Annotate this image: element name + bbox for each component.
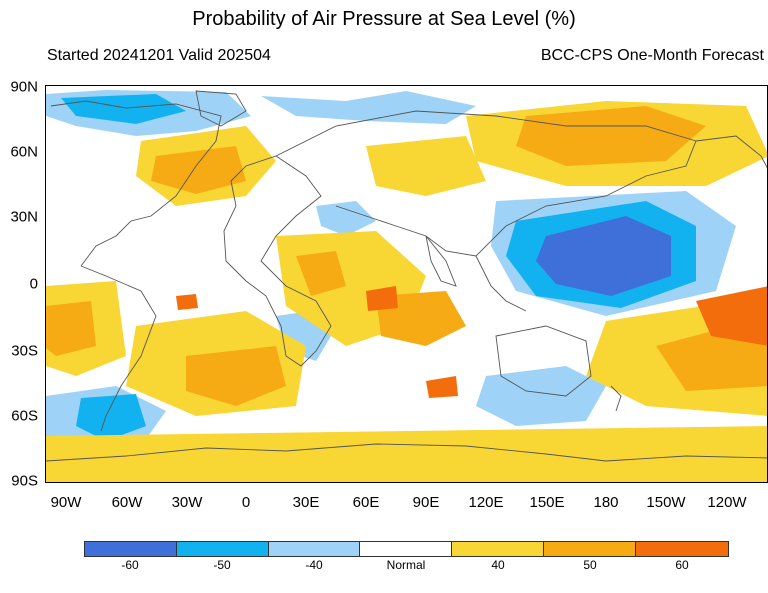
coast-europe-africa: [223, 155, 332, 367]
lon-label-120w: 120W: [707, 494, 747, 511]
lon-label-150w: 150W: [646, 494, 686, 511]
lat-label-60n: 60N: [10, 143, 38, 161]
lat-label-90n: 90N: [10, 78, 38, 96]
region-asia-orange: [366, 136, 486, 196]
lon-label-0: 0: [241, 494, 251, 511]
lat-label-90s: 90S: [11, 472, 38, 490]
lon-label-30e: 30E: [292, 494, 320, 511]
legend-swatch-50: [543, 542, 636, 556]
coast-north-america: [50, 100, 222, 267]
coast-south-america: [80, 265, 157, 432]
legend-label-neg50: -50: [213, 558, 231, 572]
legend-label-neg40: -40: [305, 558, 323, 572]
lon-label-90e: 90E: [412, 494, 440, 511]
region-south-atlantic-deep: [426, 376, 458, 398]
legend-swatch-neg60: [85, 542, 177, 556]
legend-swatch-normal: [360, 542, 453, 556]
legend-swatch-40: [452, 542, 544, 556]
pressure-probability-map: [45, 85, 768, 483]
region-southern-ocean-blue: [76, 394, 146, 441]
coast-new-zealand: [610, 385, 622, 412]
region-atlantic-deep: [176, 294, 198, 310]
coast-southeast-asia: [475, 255, 527, 312]
color-legend: [84, 541, 729, 557]
lon-label-150e: 150E: [529, 494, 565, 511]
region-east-pacific-deep: [696, 286, 767, 346]
coast-eurasia: [275, 110, 697, 257]
region-arctic-blue: [261, 91, 476, 124]
coast-india: [425, 235, 457, 287]
legend-label-40: 40: [491, 558, 505, 572]
legend-swatch-neg40: [268, 542, 361, 556]
lon-label-60w: 60W: [111, 494, 143, 511]
coastlines: [46, 90, 767, 462]
coast-alaska: [695, 135, 767, 169]
lat-label-equator: 0: [29, 275, 38, 293]
region-south-ocean-band: [46, 426, 767, 482]
region-north-pacific-mid: [516, 106, 706, 166]
region-central-asia-blue: [316, 201, 376, 236]
lat-label-60s: 60S: [11, 407, 38, 425]
legend-label-60: 60: [675, 558, 689, 572]
lon-label-30w: 30W: [171, 494, 203, 511]
map-title: Probability of Air Pressure at Sea Level…: [192, 8, 576, 30]
region-south-atlantic-mid: [186, 346, 286, 406]
lon-label-120e: 120E: [468, 494, 504, 511]
deep-orange-regions: [176, 286, 767, 398]
map-canvas: [46, 90, 767, 482]
coast-greenland: [195, 90, 247, 127]
region-pacific-deep-blue: [536, 216, 671, 296]
deep-blue-regions: [536, 216, 671, 296]
forecast-source: BCC-CPS One-Month Forecast: [540, 47, 764, 64]
forecast-dates: Started 20241201 Valid 202504: [47, 47, 271, 64]
region-north-america-mid: [151, 146, 246, 194]
region-atlantic-mid-blue: [61, 94, 186, 124]
region-africa-mid: [296, 251, 346, 296]
region-indian-deep: [366, 286, 398, 311]
lon-label-90w: 90W: [50, 494, 82, 511]
coast-australia: [495, 325, 592, 397]
lat-label-30s: 30S: [11, 342, 38, 360]
region-west-sa-mid: [46, 301, 96, 356]
legend-label-50: 50: [583, 558, 597, 572]
legend-label-neg60: -60: [121, 558, 139, 572]
region-indian-mid: [376, 291, 466, 346]
legend-label-normal: Normal: [386, 558, 426, 572]
legend-swatch-neg50: [176, 542, 269, 556]
lon-label-180: 180: [593, 494, 619, 511]
lon-label-60e: 60E: [352, 494, 380, 511]
coast-antarctica: [46, 443, 767, 462]
legend-swatch-60: [635, 542, 728, 556]
lat-label-30n: 30N: [10, 208, 38, 226]
